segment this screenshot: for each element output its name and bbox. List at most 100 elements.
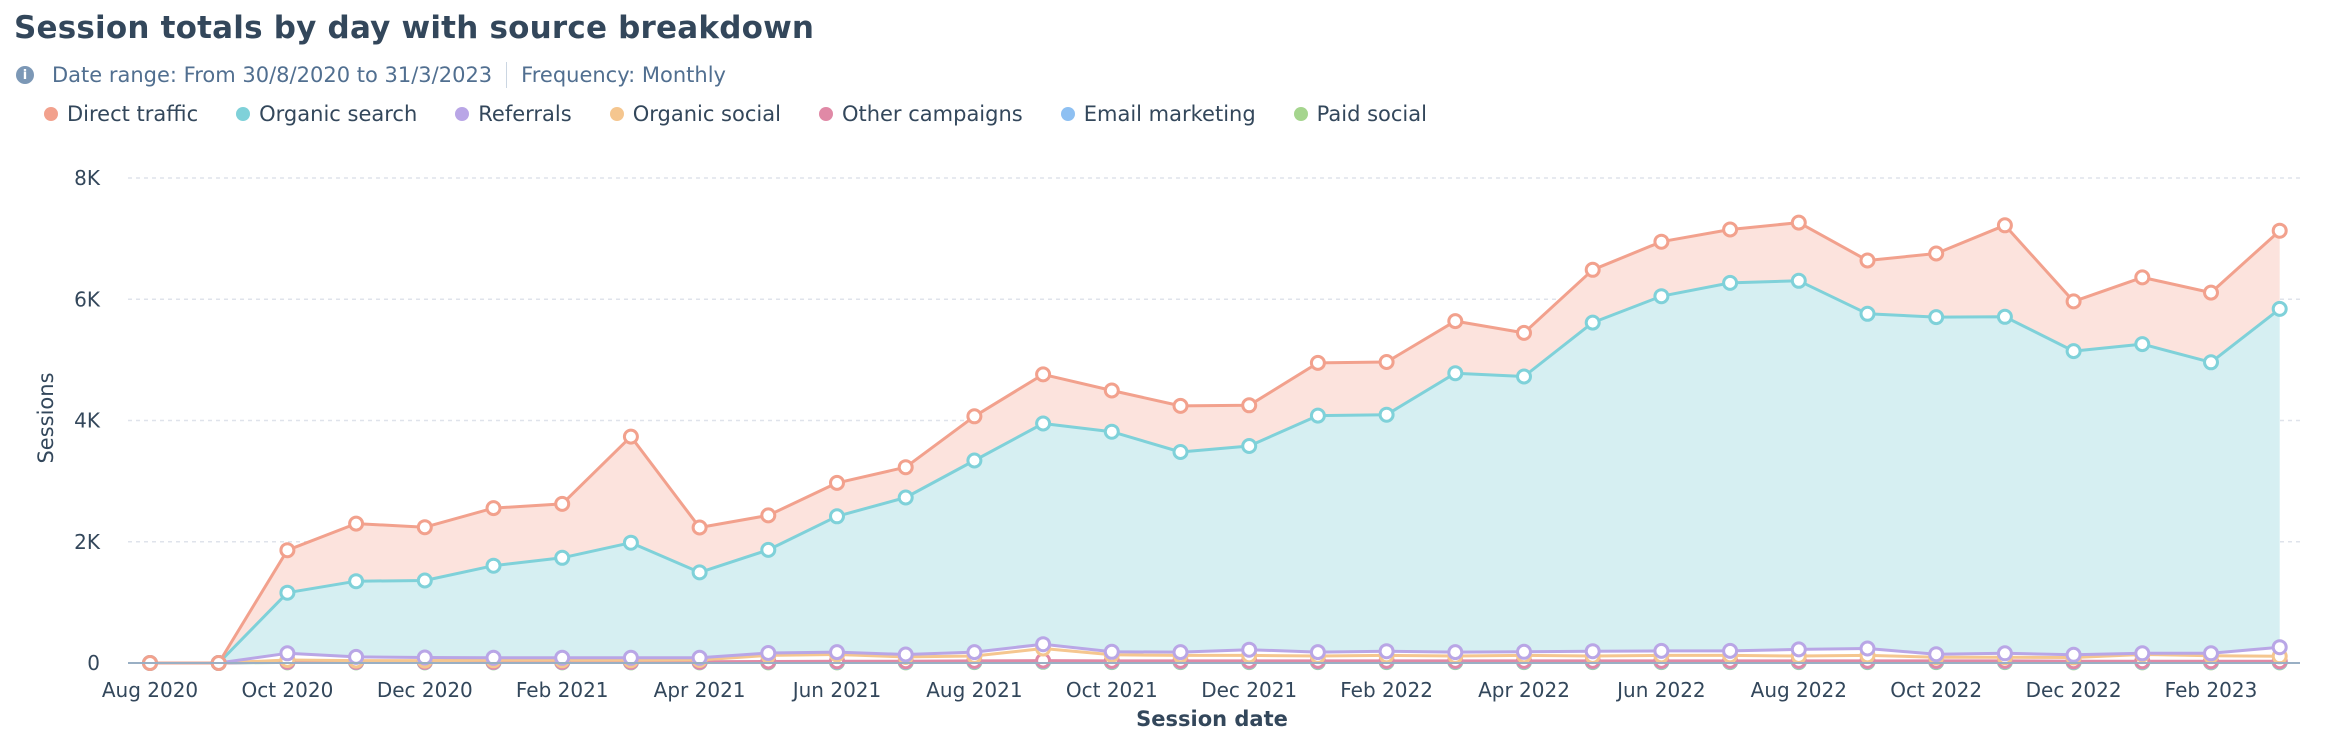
point-referrals[interactable] <box>1790 641 1807 658</box>
point-referrals[interactable] <box>1103 643 1120 660</box>
point-direct-traffic[interactable] <box>1859 252 1876 269</box>
point-organic-search[interactable] <box>1241 438 1258 454</box>
frequency-label: Frequency: Monthly <box>521 63 726 87</box>
point-direct-traffic[interactable] <box>485 500 502 517</box>
point-organic-search[interactable] <box>1309 407 1326 424</box>
point-referrals[interactable] <box>2271 639 2288 656</box>
point-direct-traffic[interactable] <box>1378 354 1395 370</box>
point-organic-search[interactable] <box>279 584 296 601</box>
legend-item-organic-search[interactable]: Organic search <box>236 102 417 126</box>
point-referrals[interactable] <box>1722 642 1739 659</box>
point-referrals[interactable] <box>1859 640 1876 657</box>
point-organic-search[interactable] <box>1859 305 1876 322</box>
point-direct-traffic[interactable] <box>1722 221 1739 238</box>
point-referrals[interactable] <box>1035 636 1052 653</box>
point-referrals[interactable] <box>1378 643 1395 660</box>
point-direct-traffic[interactable] <box>691 519 708 536</box>
point-direct-traffic[interactable] <box>897 459 914 476</box>
legend-item-other-campaigns[interactable]: Other campaigns <box>818 102 1023 126</box>
point-organic-search[interactable] <box>1103 423 1120 440</box>
point-direct-traffic[interactable] <box>1172 397 1189 414</box>
point-direct-traffic[interactable] <box>554 495 571 512</box>
info-icon[interactable]: i <box>16 66 34 84</box>
point-referrals[interactable] <box>2203 645 2219 662</box>
point-organic-search[interactable] <box>1653 288 1670 305</box>
point-direct-traffic[interactable] <box>1653 233 1670 250</box>
point-direct-traffic[interactable] <box>1996 217 2013 234</box>
point-organic-search[interactable] <box>1584 314 1601 331</box>
point-referrals[interactable] <box>1447 644 1464 661</box>
point-organic-search[interactable] <box>348 573 365 590</box>
point-referrals[interactable] <box>2065 646 2082 663</box>
point-direct-traffic[interactable] <box>1103 382 1120 399</box>
point-referrals[interactable] <box>554 649 571 666</box>
point-organic-search[interactable] <box>1996 308 2013 325</box>
legend-item-referrals[interactable]: Referrals <box>455 102 572 126</box>
point-referrals[interactable] <box>1928 646 1945 663</box>
legend-item-paid-social[interactable]: Paid social <box>1293 102 1427 126</box>
point-direct-traffic[interactable] <box>1584 261 1601 278</box>
point-referrals[interactable] <box>966 644 983 661</box>
point-direct-traffic[interactable] <box>1790 214 1807 231</box>
x-tick-label: Feb 2022 <box>1340 678 1433 702</box>
point-organic-search[interactable] <box>2134 336 2151 353</box>
point-direct-traffic[interactable] <box>1241 397 1258 414</box>
point-organic-search[interactable] <box>2271 300 2288 317</box>
point-organic-search[interactable] <box>1172 444 1189 460</box>
point-direct-traffic[interactable] <box>760 507 777 524</box>
point-referrals[interactable] <box>348 648 365 665</box>
point-direct-traffic[interactable] <box>1309 354 1326 371</box>
legend-item-email-marketing[interactable]: Email marketing <box>1060 102 1256 126</box>
point-organic-search[interactable] <box>1722 274 1739 291</box>
legend-label: Organic social <box>632 102 781 126</box>
legend-item-organic-social[interactable]: Organic social <box>609 102 781 126</box>
point-referrals[interactable] <box>1996 645 2013 662</box>
point-organic-search[interactable] <box>554 549 571 566</box>
point-direct-traffic[interactable] <box>622 428 639 445</box>
point-referrals[interactable] <box>622 649 639 666</box>
point-organic-search[interactable] <box>416 572 433 589</box>
point-organic-search[interactable] <box>485 557 502 574</box>
point-direct-traffic[interactable] <box>829 474 845 491</box>
point-direct-traffic[interactable] <box>1928 245 1945 262</box>
point-direct-traffic[interactable] <box>966 408 983 425</box>
point-organic-search[interactable] <box>760 541 777 558</box>
point-organic-search[interactable] <box>2065 343 2082 360</box>
point-direct-traffic[interactable] <box>416 519 433 536</box>
point-referrals[interactable] <box>1172 644 1189 661</box>
point-organic-search[interactable] <box>2203 354 2219 371</box>
point-organic-search[interactable] <box>829 508 845 525</box>
point-organic-search[interactable] <box>1790 272 1807 289</box>
point-direct-traffic[interactable] <box>2203 284 2219 301</box>
point-referrals[interactable] <box>1516 643 1532 660</box>
point-referrals[interactable] <box>1241 641 1258 658</box>
point-referrals[interactable] <box>485 649 502 666</box>
point-direct-traffic[interactable] <box>279 542 296 559</box>
point-organic-search[interactable] <box>1447 365 1464 382</box>
point-referrals[interactable] <box>897 646 914 663</box>
point-referrals[interactable] <box>829 644 845 661</box>
point-referrals[interactable] <box>2134 645 2151 662</box>
point-organic-search[interactable] <box>1378 406 1395 423</box>
point-direct-traffic[interactable] <box>1447 313 1464 330</box>
point-referrals[interactable] <box>691 649 708 666</box>
point-referrals[interactable] <box>760 645 777 661</box>
point-referrals[interactable] <box>1309 644 1326 661</box>
point-organic-search[interactable] <box>691 564 708 581</box>
point-organic-search[interactable] <box>966 452 983 469</box>
point-referrals[interactable] <box>279 645 296 662</box>
point-direct-traffic[interactable] <box>1516 324 1532 341</box>
point-organic-search[interactable] <box>1035 415 1052 432</box>
point-organic-search[interactable] <box>622 534 639 551</box>
point-direct-traffic[interactable] <box>348 515 365 532</box>
point-direct-traffic[interactable] <box>2271 222 2288 239</box>
legend-item-direct-traffic[interactable]: Direct traffic <box>44 102 198 126</box>
point-organic-search[interactable] <box>1516 368 1532 385</box>
point-organic-search[interactable] <box>897 489 914 506</box>
point-referrals[interactable] <box>1653 642 1670 659</box>
point-direct-traffic[interactable] <box>2065 293 2082 310</box>
point-direct-traffic[interactable] <box>1035 366 1052 383</box>
point-organic-search[interactable] <box>1928 309 1945 326</box>
point-referrals[interactable] <box>1584 643 1601 660</box>
point-direct-traffic[interactable] <box>2134 269 2151 286</box>
